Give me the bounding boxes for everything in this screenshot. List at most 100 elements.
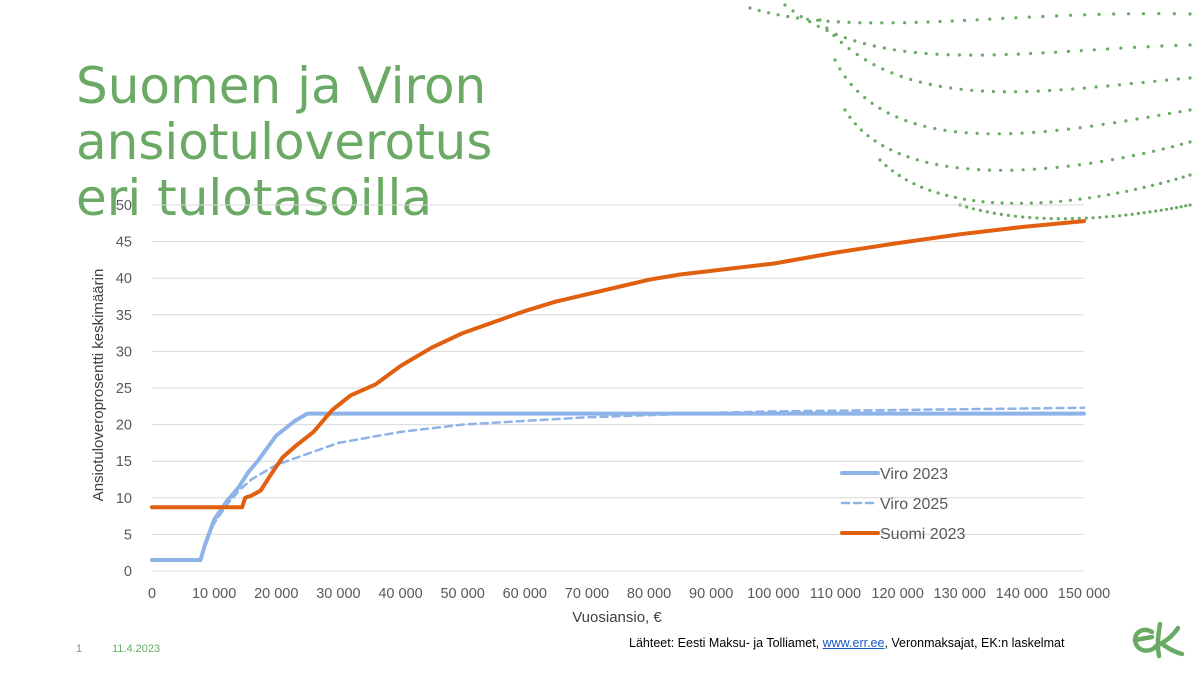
decor-dot bbox=[978, 208, 983, 212]
decor-dot bbox=[981, 200, 985, 204]
x-tick-label: 90 000 bbox=[689, 586, 733, 602]
y-tick-label: 0 bbox=[124, 564, 132, 580]
decor-dot bbox=[1049, 200, 1053, 204]
decor-dot bbox=[1054, 50, 1058, 54]
x-tick-label: 80 000 bbox=[627, 586, 671, 602]
decor-dot bbox=[1010, 168, 1014, 172]
decor-dot bbox=[957, 53, 962, 57]
decor-dot bbox=[938, 84, 943, 88]
decor-dot bbox=[818, 18, 822, 22]
decor-dot bbox=[991, 89, 996, 94]
decor-dot bbox=[1088, 196, 1092, 200]
decor-dot bbox=[1070, 217, 1074, 221]
decor-dot bbox=[988, 17, 992, 21]
decor-dot bbox=[923, 124, 927, 128]
decor-dot bbox=[1132, 45, 1137, 50]
decor-dot bbox=[1174, 43, 1178, 48]
decor-dot bbox=[1092, 48, 1096, 52]
decor-dot bbox=[882, 46, 886, 50]
decor-dot bbox=[757, 8, 761, 13]
decor-dot bbox=[1071, 87, 1075, 91]
decor-dot bbox=[1014, 90, 1018, 94]
sources-link[interactable]: www.err.ee bbox=[822, 636, 885, 650]
sources-suffix: , Veronmaksajat, EK:n laskelmat bbox=[884, 636, 1065, 650]
decor-dot bbox=[843, 36, 848, 40]
decor-dot bbox=[1029, 51, 1033, 56]
decor-dot bbox=[1161, 147, 1165, 151]
x-tick-label: 70 000 bbox=[565, 586, 609, 602]
decor-dot bbox=[825, 26, 829, 30]
decor-dot bbox=[1111, 214, 1115, 218]
decor-dot bbox=[1083, 13, 1087, 17]
decor-dot bbox=[1035, 216, 1039, 220]
decor-dot bbox=[853, 122, 858, 126]
decor-dot bbox=[1089, 161, 1093, 165]
decor-dot bbox=[965, 205, 969, 209]
decor-dot bbox=[1170, 206, 1174, 211]
decor-dot bbox=[955, 166, 959, 170]
decor-dot bbox=[1125, 189, 1129, 193]
decor-dot bbox=[1136, 211, 1140, 216]
decor-dot bbox=[895, 115, 899, 119]
decor-dot bbox=[1036, 89, 1040, 93]
decor-dot bbox=[863, 58, 868, 62]
decor-dot bbox=[1006, 213, 1011, 217]
decor-dot bbox=[878, 158, 882, 162]
decor-dot bbox=[1142, 185, 1146, 189]
decor-dot bbox=[1164, 207, 1169, 211]
decor-dot bbox=[945, 164, 949, 168]
decor-dot bbox=[786, 14, 790, 19]
decor-dot bbox=[816, 24, 820, 28]
decor-dot bbox=[1032, 167, 1036, 171]
y-tick-label: 15 bbox=[116, 454, 132, 470]
decor-dot bbox=[949, 86, 953, 90]
decor-dot bbox=[1082, 86, 1086, 90]
decor-dot bbox=[838, 67, 842, 71]
decor-dot bbox=[859, 128, 864, 132]
decor-dot bbox=[953, 130, 958, 134]
decor-dot bbox=[862, 42, 867, 46]
decor-dot bbox=[873, 139, 877, 143]
decor-dot bbox=[953, 195, 958, 199]
x-tick-label: 30 000 bbox=[316, 586, 360, 602]
decor-dot bbox=[1059, 199, 1063, 203]
decor-dot bbox=[977, 168, 981, 172]
decor-dot bbox=[870, 101, 874, 105]
decor-dot bbox=[808, 20, 812, 24]
decor-dot bbox=[1148, 210, 1152, 214]
decor-dot bbox=[1009, 132, 1013, 136]
decor-dot bbox=[878, 106, 882, 110]
decor-dot bbox=[1160, 44, 1164, 48]
title-line-2: eri tulotasoilla bbox=[76, 169, 433, 227]
decor-dot bbox=[964, 131, 968, 135]
decor-dot bbox=[1172, 12, 1176, 16]
decor-dot bbox=[767, 11, 771, 15]
decor-dot bbox=[1101, 122, 1105, 126]
decor-dot bbox=[1098, 215, 1102, 219]
decor-dot bbox=[997, 132, 1001, 136]
decor-dot bbox=[776, 13, 780, 17]
decor-dot bbox=[853, 39, 857, 43]
decor-dot bbox=[1146, 45, 1150, 49]
decor-dot bbox=[992, 53, 996, 57]
decor-dot bbox=[913, 122, 917, 126]
decor-dot bbox=[843, 108, 847, 112]
decor-dot bbox=[980, 53, 985, 57]
ek-logo bbox=[1132, 621, 1185, 659]
y-tick-label: 50 bbox=[116, 198, 132, 214]
y-axis-ticks: 0 5 10 15 20 25 30 35 40 45 50 bbox=[116, 198, 132, 580]
decor-dot bbox=[913, 50, 918, 55]
decor-dot bbox=[836, 20, 841, 24]
x-tick-label: 50 000 bbox=[440, 586, 484, 602]
decor-dot bbox=[1021, 215, 1025, 219]
decor-dot bbox=[1066, 164, 1070, 168]
decor-dot bbox=[1154, 209, 1158, 213]
decor-dot bbox=[891, 21, 895, 25]
decor-dot bbox=[1079, 49, 1083, 53]
page-title: Suomen ja Viron ansiotuloverotus eri tul… bbox=[76, 58, 896, 226]
y-tick-label: 35 bbox=[116, 308, 132, 324]
decor-dot bbox=[918, 80, 923, 84]
decor-dot bbox=[1068, 198, 1072, 202]
decor-dot bbox=[1188, 76, 1192, 80]
